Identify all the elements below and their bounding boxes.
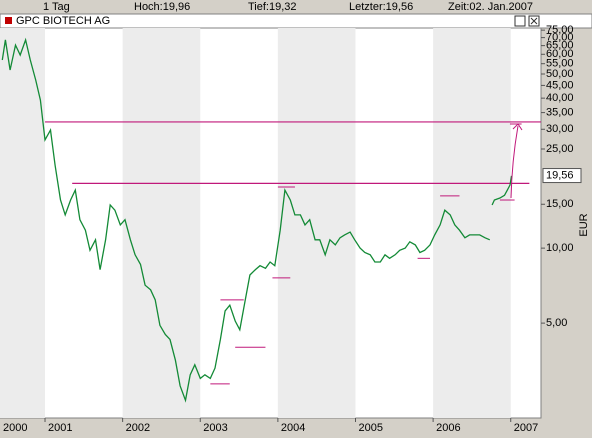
time: Zeit:02. Jan.2007 (448, 1, 533, 13)
price-line (1, 37, 513, 403)
year-band (433, 28, 511, 418)
x-tick-label: 2002 (126, 422, 150, 434)
x-tick-label: 2000 (3, 422, 27, 434)
x-tick-label: 2001 (48, 422, 72, 434)
arrow (510, 123, 523, 199)
chart-title: GPC BIOTECH AG (16, 15, 110, 27)
y-tick-label: 5,00 (546, 317, 567, 329)
y-tick-label: 15,00 (546, 198, 574, 210)
year-band (277, 28, 356, 418)
y-tick-label: 50,00 (546, 68, 574, 80)
y-tick-label: 10,00 (546, 242, 574, 254)
year-band (122, 28, 201, 418)
y-tick-label: 60,00 (546, 48, 574, 60)
last-value-label: 19,56 (546, 169, 574, 181)
y-tick-label: 70,00 (546, 32, 574, 44)
y-tick-label: 30,00 (546, 123, 574, 135)
window-button[interactable] (514, 15, 526, 27)
y-axis-label: EUR (578, 213, 590, 236)
y-tick-label: 25,00 (546, 143, 574, 155)
last-value-box (542, 168, 582, 184)
x-tick-label: 2003 (203, 422, 227, 434)
high: Hoch:19,96 (134, 1, 190, 13)
y-tick-label: 65,00 (546, 40, 574, 52)
x-tick-label: 2006 (436, 422, 460, 434)
low: Tief:19,32 (248, 1, 297, 13)
y-tick-label: 75,00 (546, 24, 574, 36)
interval: 1 Tag (43, 1, 70, 13)
x-tick-label: 2004 (281, 422, 305, 434)
year-band (0, 28, 46, 418)
x-tick-label: 2007 (514, 422, 538, 434)
last: Letzter:19,56 (349, 1, 413, 13)
x-tick-label: 2005 (358, 422, 382, 434)
y-tick-label: 35,00 (546, 107, 574, 119)
close-icon (530, 17, 538, 25)
y-tick-label: 40,00 (546, 92, 574, 104)
icon (5, 17, 12, 24)
y-tick-label: 55,00 (546, 58, 574, 70)
y-tick-label: 45,00 (546, 79, 574, 91)
